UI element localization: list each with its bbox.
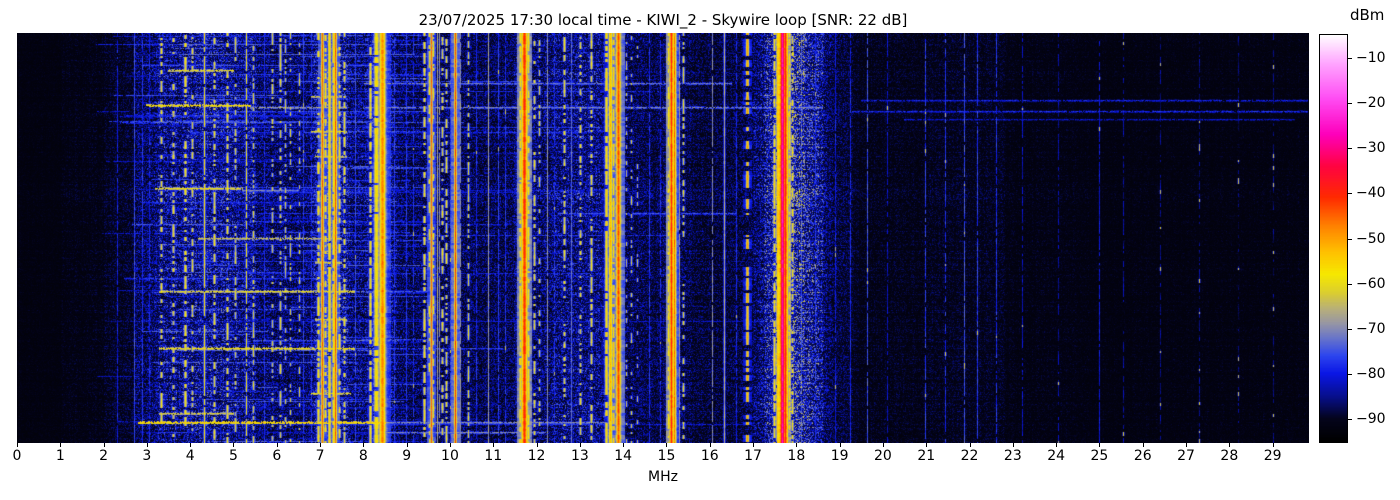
x-tick-label: 8 bbox=[358, 448, 368, 464]
colorbar-tick-label: −90 bbox=[1356, 411, 1386, 428]
colorbar-tick bbox=[1348, 102, 1352, 104]
x-tick-label: 15 bbox=[657, 448, 676, 464]
x-tick-label: 10 bbox=[441, 448, 459, 464]
colorbar-tick bbox=[1348, 238, 1352, 240]
chart-title: 23/07/2025 17:30 local time - KIWI_2 - S… bbox=[418, 11, 908, 29]
x-tick bbox=[839, 443, 841, 447]
x-tick bbox=[60, 443, 62, 447]
x-tick bbox=[882, 443, 884, 447]
x-tick-label: 26 bbox=[1133, 448, 1152, 464]
x-tick-label: 23 bbox=[1003, 448, 1022, 464]
x-tick bbox=[969, 443, 971, 447]
x-tick-label: 13 bbox=[570, 448, 589, 464]
x-tick bbox=[233, 443, 235, 447]
x-tick bbox=[190, 443, 192, 447]
x-tick bbox=[1099, 443, 1101, 447]
x-tick bbox=[1012, 443, 1014, 447]
x-tick-label: 18 bbox=[787, 448, 806, 464]
x-tick-label: 1 bbox=[55, 448, 65, 464]
colorbar-tick-label: −60 bbox=[1356, 275, 1386, 292]
colorbar-tick bbox=[1348, 328, 1352, 330]
x-tick-label: 19 bbox=[830, 448, 849, 464]
colorbar-tick-label: −70 bbox=[1356, 320, 1386, 337]
x-tick bbox=[146, 443, 148, 447]
x-tick bbox=[493, 443, 495, 447]
x-tick-label: 12 bbox=[527, 448, 546, 464]
colorbar-tick-label: −10 bbox=[1356, 49, 1386, 66]
colorbar-tick-label: −30 bbox=[1356, 140, 1386, 157]
x-tick-label: 20 bbox=[874, 448, 892, 464]
x-tick-label: 21 bbox=[917, 448, 936, 464]
colorbar-tick bbox=[1348, 148, 1352, 150]
x-tick bbox=[1056, 443, 1058, 447]
x-tick-label: 28 bbox=[1220, 448, 1239, 464]
x-tick-label: 27 bbox=[1177, 448, 1195, 464]
x-tick-label: 4 bbox=[185, 448, 195, 464]
x-tick bbox=[926, 443, 928, 447]
x-tick bbox=[753, 443, 755, 447]
x-tick-label: 14 bbox=[614, 448, 633, 464]
x-tick bbox=[363, 443, 365, 447]
colorbar-tick bbox=[1348, 193, 1352, 195]
x-tick-label: 17 bbox=[744, 448, 762, 464]
colorbar-tick bbox=[1348, 419, 1352, 421]
x-tick bbox=[796, 443, 798, 447]
x-tick-label: 5 bbox=[229, 448, 238, 464]
colorbar-tick bbox=[1348, 374, 1352, 376]
x-tick bbox=[276, 443, 278, 447]
colorbar-tick-label: −80 bbox=[1356, 366, 1386, 383]
colorbar-unit-label: dBm bbox=[1350, 6, 1385, 24]
x-tick-label: 2 bbox=[99, 448, 109, 464]
x-tick-label: 29 bbox=[1263, 448, 1282, 464]
x-tick-label: 0 bbox=[12, 448, 22, 464]
colorbar-tick bbox=[1348, 283, 1352, 285]
x-tick-label: 22 bbox=[960, 448, 979, 464]
x-tick bbox=[17, 443, 18, 447]
colorbar-gradient bbox=[1319, 34, 1348, 443]
x-tick bbox=[1229, 443, 1231, 447]
x-tick bbox=[449, 443, 451, 447]
colorbar-tick-label: −20 bbox=[1356, 94, 1386, 111]
x-tick-label: 6 bbox=[272, 448, 282, 464]
x-tick bbox=[320, 443, 322, 447]
x-tick-label: 11 bbox=[484, 448, 503, 464]
x-tick bbox=[709, 443, 711, 447]
x-tick bbox=[536, 443, 538, 447]
x-tick-label: 7 bbox=[315, 448, 325, 464]
x-tick-label: 24 bbox=[1047, 448, 1066, 464]
x-tick bbox=[1186, 443, 1188, 447]
x-tick bbox=[666, 443, 668, 447]
x-tick-label: 25 bbox=[1090, 448, 1109, 464]
x-tick bbox=[1142, 443, 1144, 447]
x-tick-label: 3 bbox=[142, 448, 152, 464]
colorbar-tick bbox=[1348, 57, 1352, 59]
x-tick bbox=[103, 443, 105, 447]
x-tick bbox=[1272, 443, 1274, 447]
x-tick bbox=[579, 443, 581, 447]
x-tick-label: 16 bbox=[700, 448, 719, 464]
x-tick-label: 9 bbox=[402, 448, 412, 464]
spectrogram-heatmap bbox=[17, 33, 1309, 443]
colorbar-tick-label: −40 bbox=[1356, 185, 1386, 202]
x-axis-label: MHz bbox=[648, 469, 678, 485]
x-tick bbox=[406, 443, 408, 447]
colorbar-tick-label: −50 bbox=[1356, 230, 1386, 247]
x-tick bbox=[623, 443, 625, 447]
